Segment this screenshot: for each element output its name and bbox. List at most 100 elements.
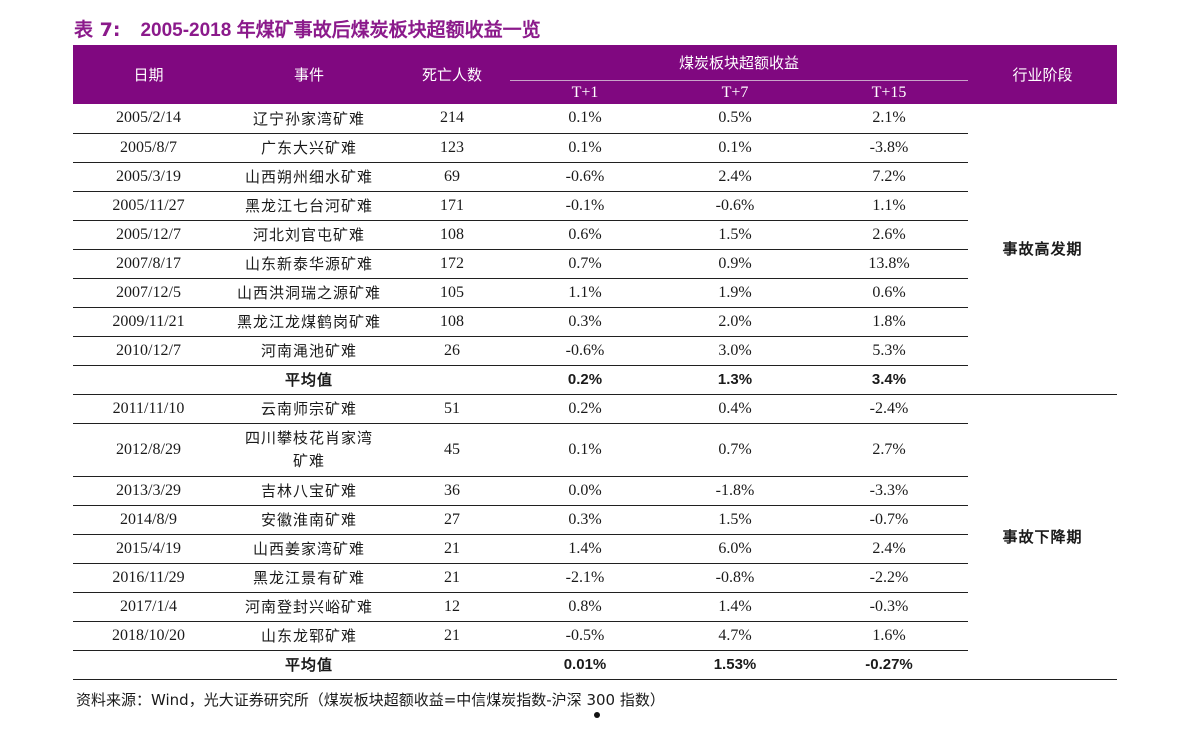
cell-t15: 1.1% <box>810 191 969 221</box>
cell-deaths: 172 <box>394 249 510 279</box>
cell-t15: 2.7% <box>810 423 969 477</box>
cell-t1: 0.8% <box>510 592 660 622</box>
cell-t15: -3.3% <box>810 476 969 506</box>
table-row: 2005/11/27 黑龙江七台河矿难 171 -0.1% -0.6% 1.1% <box>73 191 1117 221</box>
average-t15: 3.4% <box>810 365 969 395</box>
header-event: 事件 <box>224 45 394 104</box>
cell-t1: -0.6% <box>510 336 660 366</box>
average-row: 平均值 0.2% 1.3% 3.4% <box>73 365 1117 395</box>
table-body: 2005/2/14 辽宁孙家湾矿难 214 0.1% 0.5% 2.1% 事故高发期 2005… <box>73 104 1118 680</box>
cell-t15: 13.8% <box>810 249 969 279</box>
table-row: 2011/11/10 云南师宗矿难 51 0.2% 0.4% -2.4% 事故下降期 <box>73 394 1118 680</box>
header-t15: T+15 <box>810 80 969 104</box>
table-row: 2014/8/9 安徽淮南矿难 27 0.3% 1.5% -0.7% <box>73 505 1117 535</box>
cell-t1: -0.5% <box>510 621 660 651</box>
cell-t7: -0.8% <box>660 563 810 593</box>
header-excess-return: 煤炭板块超额收益 <box>510 45 969 81</box>
table-title: 表 7: 2005-2018 年煤矿事故后煤炭板块超额收益一览 <box>74 16 541 44</box>
cell-t15: -0.3% <box>810 592 969 622</box>
cell-t7: 2.4% <box>660 162 810 192</box>
cell-event: 广东大兴矿难 <box>224 133 394 163</box>
cell-t15: 2.4% <box>810 534 969 564</box>
cell-t15: 2.6% <box>810 220 969 250</box>
cell-date: 2012/8/29 <box>73 423 224 477</box>
cell-t1: 0.1% <box>510 423 660 477</box>
cell-event: 山东龙郓矿难 <box>224 621 394 651</box>
cell-deaths: 108 <box>394 307 510 337</box>
table-row: 2005/12/7 河北刘官屯矿难 108 0.6% 1.5% 2.6% <box>73 220 1117 250</box>
table-row: 2007/12/5 山西洪洞瑞之源矿难 105 1.1% 1.9% 0.6% <box>73 278 1117 308</box>
cell-deaths: 123 <box>394 133 510 163</box>
cell-empty <box>394 650 510 680</box>
cell-deaths: 21 <box>394 534 510 564</box>
header-deaths: 死亡人数 <box>394 45 510 104</box>
cell-deaths: 21 <box>394 563 510 593</box>
cell-t7: 2.0% <box>660 307 810 337</box>
average-t1: 0.01% <box>510 650 660 680</box>
table-row: 2013/3/29 吉林八宝矿难 36 0.0% -1.8% -3.3% <box>73 476 1117 506</box>
cell-t1: -0.1% <box>510 191 660 221</box>
cell-t15: 7.2% <box>810 162 969 192</box>
table-row: 2015/4/19 山西姜家湾矿难 21 1.4% 6.0% 2.4% <box>73 534 1117 564</box>
cell-deaths: 27 <box>394 505 510 535</box>
header-stage: 行业阶段 <box>968 45 1118 104</box>
cell-t7: 1.9% <box>660 278 810 308</box>
cell-date: 2016/11/29 <box>73 563 224 593</box>
cell-t7: 0.5% <box>660 104 810 134</box>
cell-deaths: 214 <box>394 104 510 134</box>
cell-deaths: 12 <box>394 592 510 622</box>
cell-t1: 0.3% <box>510 505 660 535</box>
cell-t7: -0.6% <box>660 191 810 221</box>
cell-stage: 事故下降期 <box>968 394 1118 680</box>
cell-t15: -3.8% <box>810 133 969 163</box>
cell-deaths: 51 <box>394 394 510 424</box>
cell-deaths: 36 <box>394 476 510 506</box>
coal-accident-table: 日期 事件 死亡人数 煤炭板块超额收益 行业阶段 T+1 T+7 T+15 20… <box>73 45 1118 680</box>
cell-empty <box>73 365 224 395</box>
cell-t7: 0.7% <box>660 423 810 477</box>
cell-date: 2005/3/19 <box>73 162 224 192</box>
header-date: 日期 <box>73 45 224 104</box>
cell-deaths: 26 <box>394 336 510 366</box>
average-label: 平均值 <box>224 365 394 395</box>
cell-event: 山西洪洞瑞之源矿难 <box>224 278 394 308</box>
cell-date: 2013/3/29 <box>73 476 224 506</box>
cell-t1: -0.6% <box>510 162 660 192</box>
cell-deaths: 171 <box>394 191 510 221</box>
cell-event: 吉林八宝矿难 <box>224 476 394 506</box>
cell-date: 2011/11/10 <box>73 394 224 424</box>
table-row: 2016/11/29 黑龙江景有矿难 21 -2.1% -0.8% -2.2% <box>73 563 1117 593</box>
cell-t15: 5.3% <box>810 336 969 366</box>
cell-t1: 1.1% <box>510 278 660 308</box>
cell-t15: -0.7% <box>810 505 969 535</box>
cell-t15: 0.6% <box>810 278 969 308</box>
cell-t15: 2.1% <box>810 104 969 134</box>
cell-t7: -1.8% <box>660 476 810 506</box>
table-row: 2005/3/19 山西朔州细水矿难 69 -0.6% 2.4% 7.2% <box>73 162 1117 192</box>
cell-event: 山西姜家湾矿难 <box>224 534 394 564</box>
cell-date: 2017/1/4 <box>73 592 224 622</box>
header-t7: T+7 <box>660 80 810 104</box>
cell-deaths: 21 <box>394 621 510 651</box>
cell-t1: 0.1% <box>510 133 660 163</box>
source-note: 资料来源：Wind，光大证券研究所（煤炭板块超额收益=中信煤炭指数-沪深 300… <box>76 691 665 709</box>
cell-event: 四川攀枝花肖家湾矿难 <box>224 423 394 477</box>
cell-date: 2009/11/21 <box>73 307 224 337</box>
bullet-dot <box>594 712 600 718</box>
cell-event: 辽宁孙家湾矿难 <box>224 104 394 134</box>
cell-t1: 0.1% <box>510 104 660 134</box>
cell-event: 黑龙江景有矿难 <box>224 563 394 593</box>
cell-t1: 1.4% <box>510 534 660 564</box>
cell-t15: -2.2% <box>810 563 969 593</box>
cell-t7: 6.0% <box>660 534 810 564</box>
cell-event: 山东新泰华源矿难 <box>224 249 394 279</box>
cell-t1: 0.6% <box>510 220 660 250</box>
cell-stage: 事故高发期 <box>968 104 1118 395</box>
cell-t1: 0.7% <box>510 249 660 279</box>
cell-date: 2007/8/17 <box>73 249 224 279</box>
cell-date: 2010/12/7 <box>73 336 224 366</box>
cell-date: 2005/8/7 <box>73 133 224 163</box>
cell-t7: 3.0% <box>660 336 810 366</box>
cell-t15: 1.8% <box>810 307 969 337</box>
cell-event: 河南登封兴峪矿难 <box>224 592 394 622</box>
